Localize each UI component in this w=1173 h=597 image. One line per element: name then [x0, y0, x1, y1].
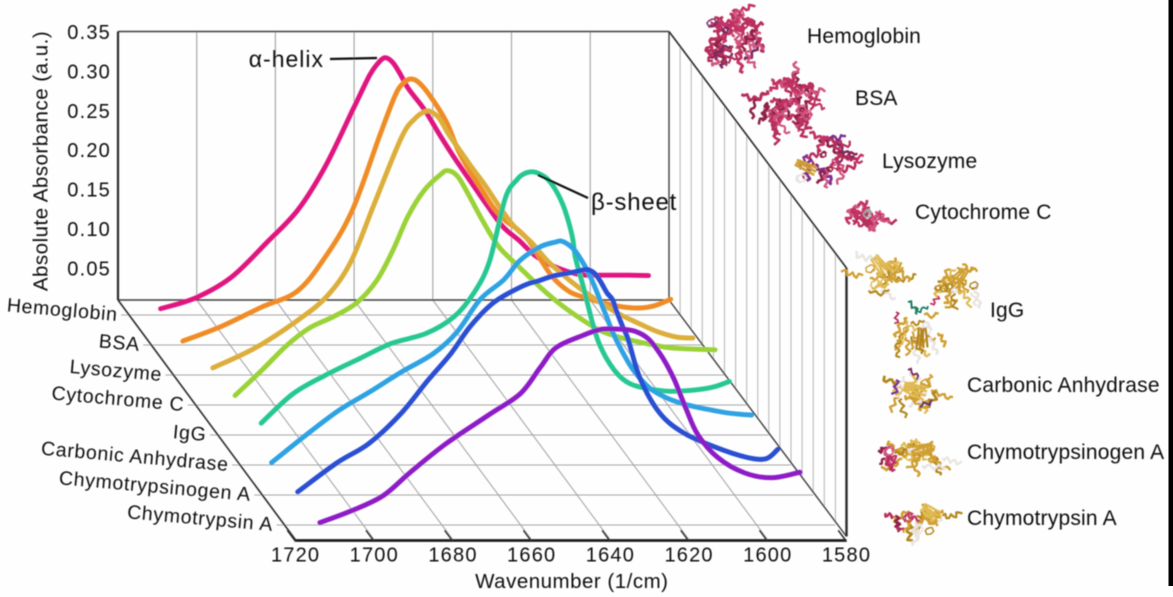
svg-text:IgG: IgG — [172, 421, 207, 446]
svg-text:Chymotrypsin A: Chymotrypsin A — [967, 507, 1117, 530]
svg-text:0.30: 0.30 — [67, 61, 111, 83]
svg-text:0.05: 0.05 — [67, 258, 111, 280]
svg-text:1660: 1660 — [507, 545, 556, 567]
svg-text:1600: 1600 — [743, 545, 792, 567]
svg-text:BSA: BSA — [855, 87, 898, 110]
svg-text:Lysozyme: Lysozyme — [882, 150, 977, 173]
svg-text:0.35: 0.35 — [67, 22, 111, 44]
svg-text:Hemoglobin: Hemoglobin — [807, 25, 921, 48]
svg-text:β-sheet: β-sheet — [591, 189, 677, 216]
svg-text:Chymotrypsinogen A: Chymotrypsinogen A — [967, 441, 1164, 464]
svg-text:Carbonic Anhydrase: Carbonic Anhydrase — [967, 374, 1160, 397]
svg-text:α-helix: α-helix — [249, 46, 324, 72]
svg-text:1680: 1680 — [428, 545, 477, 567]
svg-text:0.25: 0.25 — [67, 101, 111, 123]
svg-text:Wavenumber (1/cm): Wavenumber (1/cm) — [475, 570, 668, 593]
svg-text:BSA: BSA — [98, 330, 141, 356]
svg-text:1580: 1580 — [822, 545, 871, 567]
svg-text:0.15: 0.15 — [67, 180, 111, 202]
svg-text:Cytochrome C: Cytochrome C — [915, 201, 1052, 224]
svg-text:0.20: 0.20 — [67, 140, 111, 162]
svg-text:1720: 1720 — [271, 545, 320, 567]
svg-text:1620: 1620 — [664, 545, 713, 567]
svg-text:0.10: 0.10 — [67, 219, 111, 241]
svg-text:1640: 1640 — [586, 545, 635, 567]
svg-text:IgG: IgG — [990, 299, 1024, 322]
svg-text:Absolute Absorbance (a.u.): Absolute Absorbance (a.u.) — [30, 31, 53, 291]
svg-text:1700: 1700 — [350, 545, 399, 567]
